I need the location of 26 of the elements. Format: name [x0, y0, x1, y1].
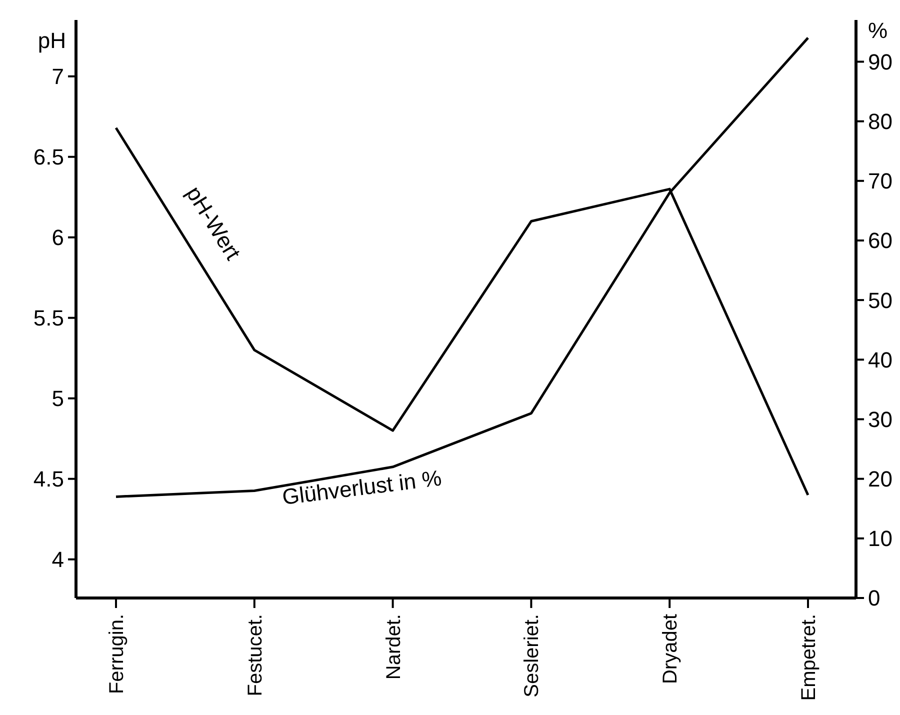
y-tick-label: 4.5 — [33, 466, 64, 492]
y-tick-label: 5.5 — [33, 306, 64, 331]
y-tick-label: 7 — [52, 64, 64, 90]
y2-tick-label: 70 — [868, 168, 892, 194]
x-tick-label: Ferrugin. — [106, 614, 128, 694]
x-tick-label: Festucet. — [244, 614, 266, 696]
y-tick-label: 6 — [52, 225, 64, 250]
y-tick-label: 6.5 — [33, 144, 64, 170]
y2-tick-label: 80 — [868, 109, 892, 134]
y2-tick-label: 40 — [868, 347, 892, 372]
y-tick-label: 5 — [52, 386, 64, 412]
y2-tick-label: 0 — [868, 586, 880, 611]
x-tick-label: Sesleriet. — [521, 614, 544, 698]
x-tick-label: Nardet. — [382, 614, 405, 680]
y2-tick-label: 60 — [868, 228, 892, 254]
y2-tick-label: 90 — [868, 49, 892, 74]
x-tick-label: Dryadet — [660, 614, 682, 684]
y2-tick-label: 20 — [868, 466, 892, 492]
y-axis-title: pH — [38, 28, 66, 53]
text: Glühverlust in % — [280, 465, 443, 510]
y-tick-label: 4 — [52, 547, 64, 572]
y2-tick-label: 30 — [868, 406, 892, 432]
y2-axis-title: % — [868, 18, 888, 43]
y2-tick-label: 50 — [868, 288, 892, 313]
x-tick-label: Empetret. — [798, 614, 820, 701]
y2-tick-label: 10 — [868, 526, 892, 552]
